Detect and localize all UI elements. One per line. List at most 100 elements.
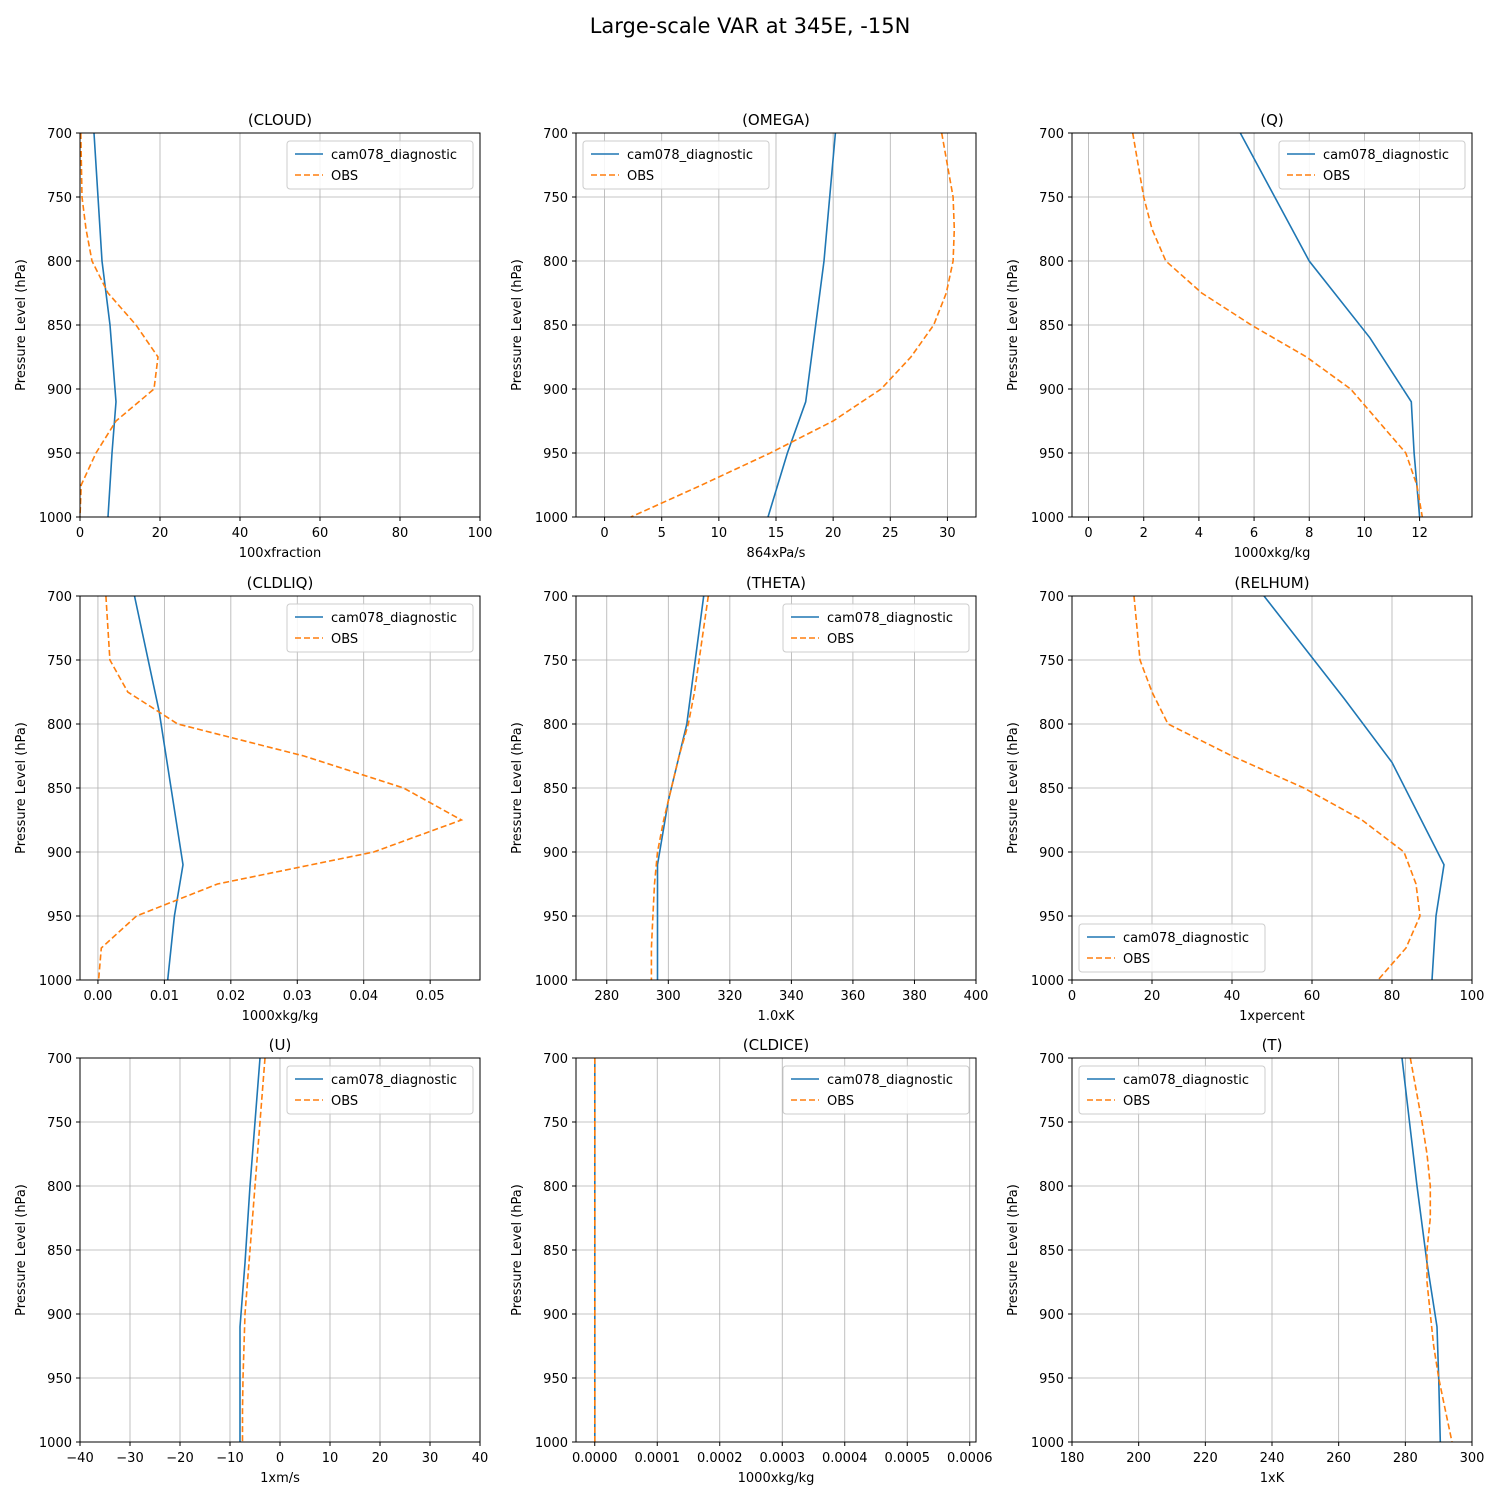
x-tick-label: 15 xyxy=(768,526,785,541)
obs-series-line xyxy=(1133,595,1421,981)
y-axis-label: Pressure Level (hPa) xyxy=(1006,722,1021,854)
x-tick-label: 40 xyxy=(232,526,249,541)
y-tick-label: 900 xyxy=(1039,846,1064,861)
x-tick-label: 80 xyxy=(1384,989,1401,1004)
y-tick-label: 1000 xyxy=(535,1436,568,1451)
legend-box xyxy=(582,140,770,190)
y-tick-label: 1000 xyxy=(1031,1436,1064,1451)
subplot-t: 180 200 220 240 260 280 300 700 750 800 850 900 950 1… xyxy=(1006,1036,1484,1486)
x-tick-label: 0.05 xyxy=(416,989,445,1004)
subplot-u: −40 −30 −20 −10 0 10 20 30 40 700 750 800 850 900 950 1… xyxy=(14,1036,488,1486)
y-tick-label: 700 xyxy=(543,127,568,142)
legend: cam078_diagnostic OBS xyxy=(286,140,474,190)
x-axis-label: 1xpercent xyxy=(1239,1009,1305,1024)
subplot-title: (U) xyxy=(269,1036,292,1054)
legend: cam078_diagnostic OBS xyxy=(582,140,770,190)
x-tick-label: 10 xyxy=(711,526,728,541)
y-tick-label: 800 xyxy=(47,255,72,270)
y-tick-label: 700 xyxy=(1039,1052,1064,1067)
y-axis-label: Pressure Level (hPa) xyxy=(1006,259,1021,391)
x-tick-label: −30 xyxy=(116,1451,143,1466)
x-tick-label: 4 xyxy=(1195,526,1203,541)
x-tick-label: 380 xyxy=(902,989,927,1004)
x-tick-label: 260 xyxy=(1326,1451,1351,1466)
y-tick-label: 750 xyxy=(1039,1116,1064,1131)
x-tick-label: 200 xyxy=(1126,1451,1151,1466)
legend-box xyxy=(286,1065,474,1115)
y-tick-label: 850 xyxy=(1039,319,1064,334)
subplot-title: (T) xyxy=(1262,1036,1283,1054)
y-axis-label: Pressure Level (hPa) xyxy=(510,1184,525,1316)
x-tick-label: −10 xyxy=(216,1451,243,1466)
legend-label: cam078_diagnostic xyxy=(627,148,753,163)
model-series-line xyxy=(1401,1057,1442,1443)
legend-label: OBS xyxy=(827,632,854,647)
y-tick-label: 850 xyxy=(543,782,568,797)
legend: cam078_diagnostic OBS xyxy=(286,603,474,653)
legend-box xyxy=(782,1065,970,1115)
model-series-line xyxy=(656,595,705,980)
y-tick-label: 950 xyxy=(47,1372,72,1387)
x-tick-label: 8 xyxy=(1305,526,1313,541)
legend-label: cam078_diagnostic xyxy=(1123,931,1249,946)
x-tick-label: 0.01 xyxy=(150,989,179,1004)
y-tick-label: 800 xyxy=(543,1180,568,1195)
x-axis-label: 1xm/s xyxy=(260,1471,300,1486)
y-tick-label: 850 xyxy=(1039,782,1064,797)
y-tick-label: 800 xyxy=(543,718,568,733)
y-axis-label: Pressure Level (hPa) xyxy=(1006,1184,1021,1316)
model-series-line xyxy=(767,132,837,518)
y-tick-label: 1000 xyxy=(1031,511,1064,526)
y-tick-label: 850 xyxy=(47,1244,72,1259)
y-tick-label: 800 xyxy=(47,718,72,733)
obs-series-line xyxy=(1131,132,1424,518)
obs-series-line xyxy=(241,1057,266,1442)
y-axis-label: Pressure Level (hPa) xyxy=(14,1184,29,1316)
y-tick-label: 800 xyxy=(47,1180,72,1195)
y-tick-label: 700 xyxy=(543,590,568,605)
x-tick-label: 0.02 xyxy=(216,989,245,1004)
subplot-omega: 0 5 10 15 20 25 30 700 750 800 850 900 950 1000 (OMEGA… xyxy=(510,111,977,561)
y-tick-label: 700 xyxy=(47,590,72,605)
y-tick-label: 950 xyxy=(543,447,568,462)
y-tick-label: 950 xyxy=(47,910,72,925)
legend-label: cam078_diagnostic xyxy=(827,1073,953,1088)
x-axis-label: 864xPa/s xyxy=(747,546,806,561)
x-tick-label: 240 xyxy=(1260,1451,1285,1466)
x-axis-label: 100xfraction xyxy=(239,546,321,561)
x-axis-label: 1xK xyxy=(1260,1471,1285,1486)
y-tick-label: 950 xyxy=(543,910,568,925)
legend-box xyxy=(286,140,474,190)
x-tick-label: 100 xyxy=(468,526,493,541)
x-tick-label: 0 xyxy=(276,1451,284,1466)
y-tick-label: 850 xyxy=(543,1244,568,1259)
obs-series-line xyxy=(97,595,464,981)
x-tick-label: 10 xyxy=(322,1451,339,1466)
x-tick-label: 0.0004 xyxy=(822,1451,868,1466)
legend-box xyxy=(286,603,474,653)
y-tick-label: 1000 xyxy=(39,511,72,526)
legend: cam078_diagnostic OBS xyxy=(1078,1065,1266,1115)
y-tick-label: 850 xyxy=(47,782,72,797)
x-tick-label: 10 xyxy=(1356,526,1373,541)
x-tick-label: 0 xyxy=(1068,989,1076,1004)
subplot-cldliq: 0.00 0.01 0.02 0.03 0.04 0.05 700 750 800 850 900 9… xyxy=(14,574,481,1024)
subplot-title: (CLOUD) xyxy=(248,111,312,129)
legend-label: OBS xyxy=(627,169,654,184)
y-tick-label: 800 xyxy=(1039,1180,1064,1195)
x-tick-label: 20 xyxy=(152,526,169,541)
legend-box xyxy=(1078,1065,1266,1115)
y-tick-label: 850 xyxy=(543,319,568,334)
x-tick-label: 0.04 xyxy=(349,989,378,1004)
y-tick-label: 900 xyxy=(47,1308,72,1323)
y-tick-label: 1000 xyxy=(535,511,568,526)
y-tick-label: 1000 xyxy=(39,974,72,989)
subplot-title: (THETA) xyxy=(746,574,806,592)
y-tick-label: 950 xyxy=(1039,1372,1064,1387)
y-tick-label: 950 xyxy=(1039,447,1064,462)
y-tick-label: 900 xyxy=(543,1308,568,1323)
subplot-cloud: 0 20 40 60 80 100 700 750 800 850 900 950 1000 (CLOUD… xyxy=(14,111,492,561)
x-tick-label: 80 xyxy=(392,526,409,541)
x-tick-label: 40 xyxy=(1224,989,1241,1004)
